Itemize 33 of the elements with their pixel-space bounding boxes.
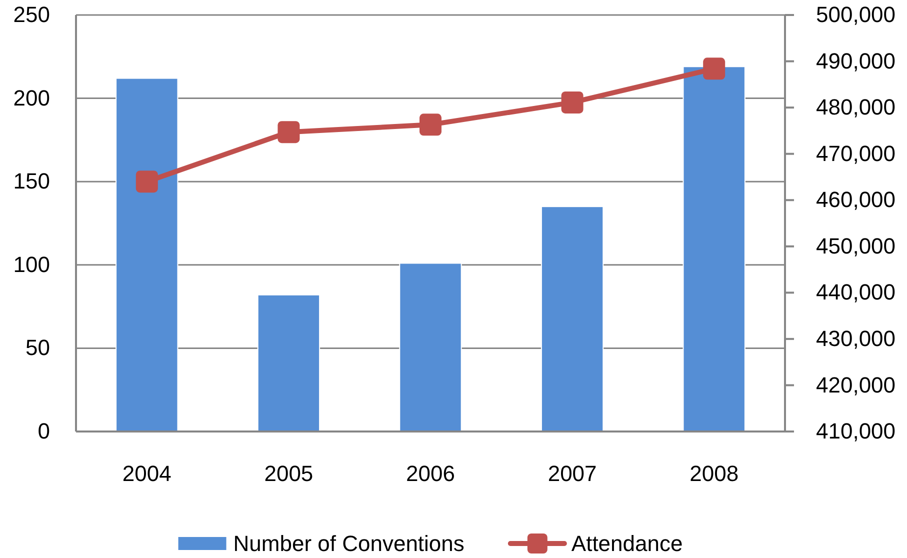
- x-tick-label: 2006: [406, 461, 455, 486]
- point: [703, 58, 726, 80]
- y2-tick-label: 420,000: [816, 372, 896, 398]
- y2-tick-label: 500,000: [816, 2, 896, 28]
- y2-tick-label: 440,000: [816, 280, 896, 305]
- bar: [257, 294, 320, 432]
- point: [561, 91, 584, 114]
- y-tick-label: 100: [13, 252, 50, 277]
- y2-tick-label: 410,000: [816, 418, 896, 444]
- bar: [540, 206, 604, 432]
- legend-label: Attendance: [571, 531, 683, 556]
- point: [278, 121, 300, 144]
- bar: [682, 66, 746, 432]
- point: [420, 114, 442, 136]
- legend-label: Number of Conventions: [233, 531, 464, 556]
- y2-tick-label: 470,000: [816, 140, 896, 166]
- y2-tick-label: 450,000: [816, 233, 896, 258]
- y-tick-label: 50: [26, 335, 50, 360]
- y2-tick-label: 480,000: [816, 94, 896, 120]
- x-tick-label: 2008: [690, 461, 739, 486]
- point: [136, 170, 158, 193]
- y2-tick-label: 430,000: [816, 326, 896, 351]
- x-tick-label: 2004: [122, 461, 172, 486]
- bar: [399, 262, 462, 432]
- y2-tick-label: 490,000: [816, 48, 896, 74]
- y-tick-label: 150: [13, 168, 50, 194]
- y-tick-label: 250: [13, 2, 50, 28]
- y-tick-label: 200: [13, 85, 50, 110]
- x-tick-label: 2007: [548, 461, 597, 486]
- y2-tick-label: 460,000: [816, 187, 896, 212]
- x-tick-label: 2005: [264, 461, 314, 486]
- bar: [116, 78, 178, 432]
- y-tick-label: 0: [38, 418, 50, 444]
